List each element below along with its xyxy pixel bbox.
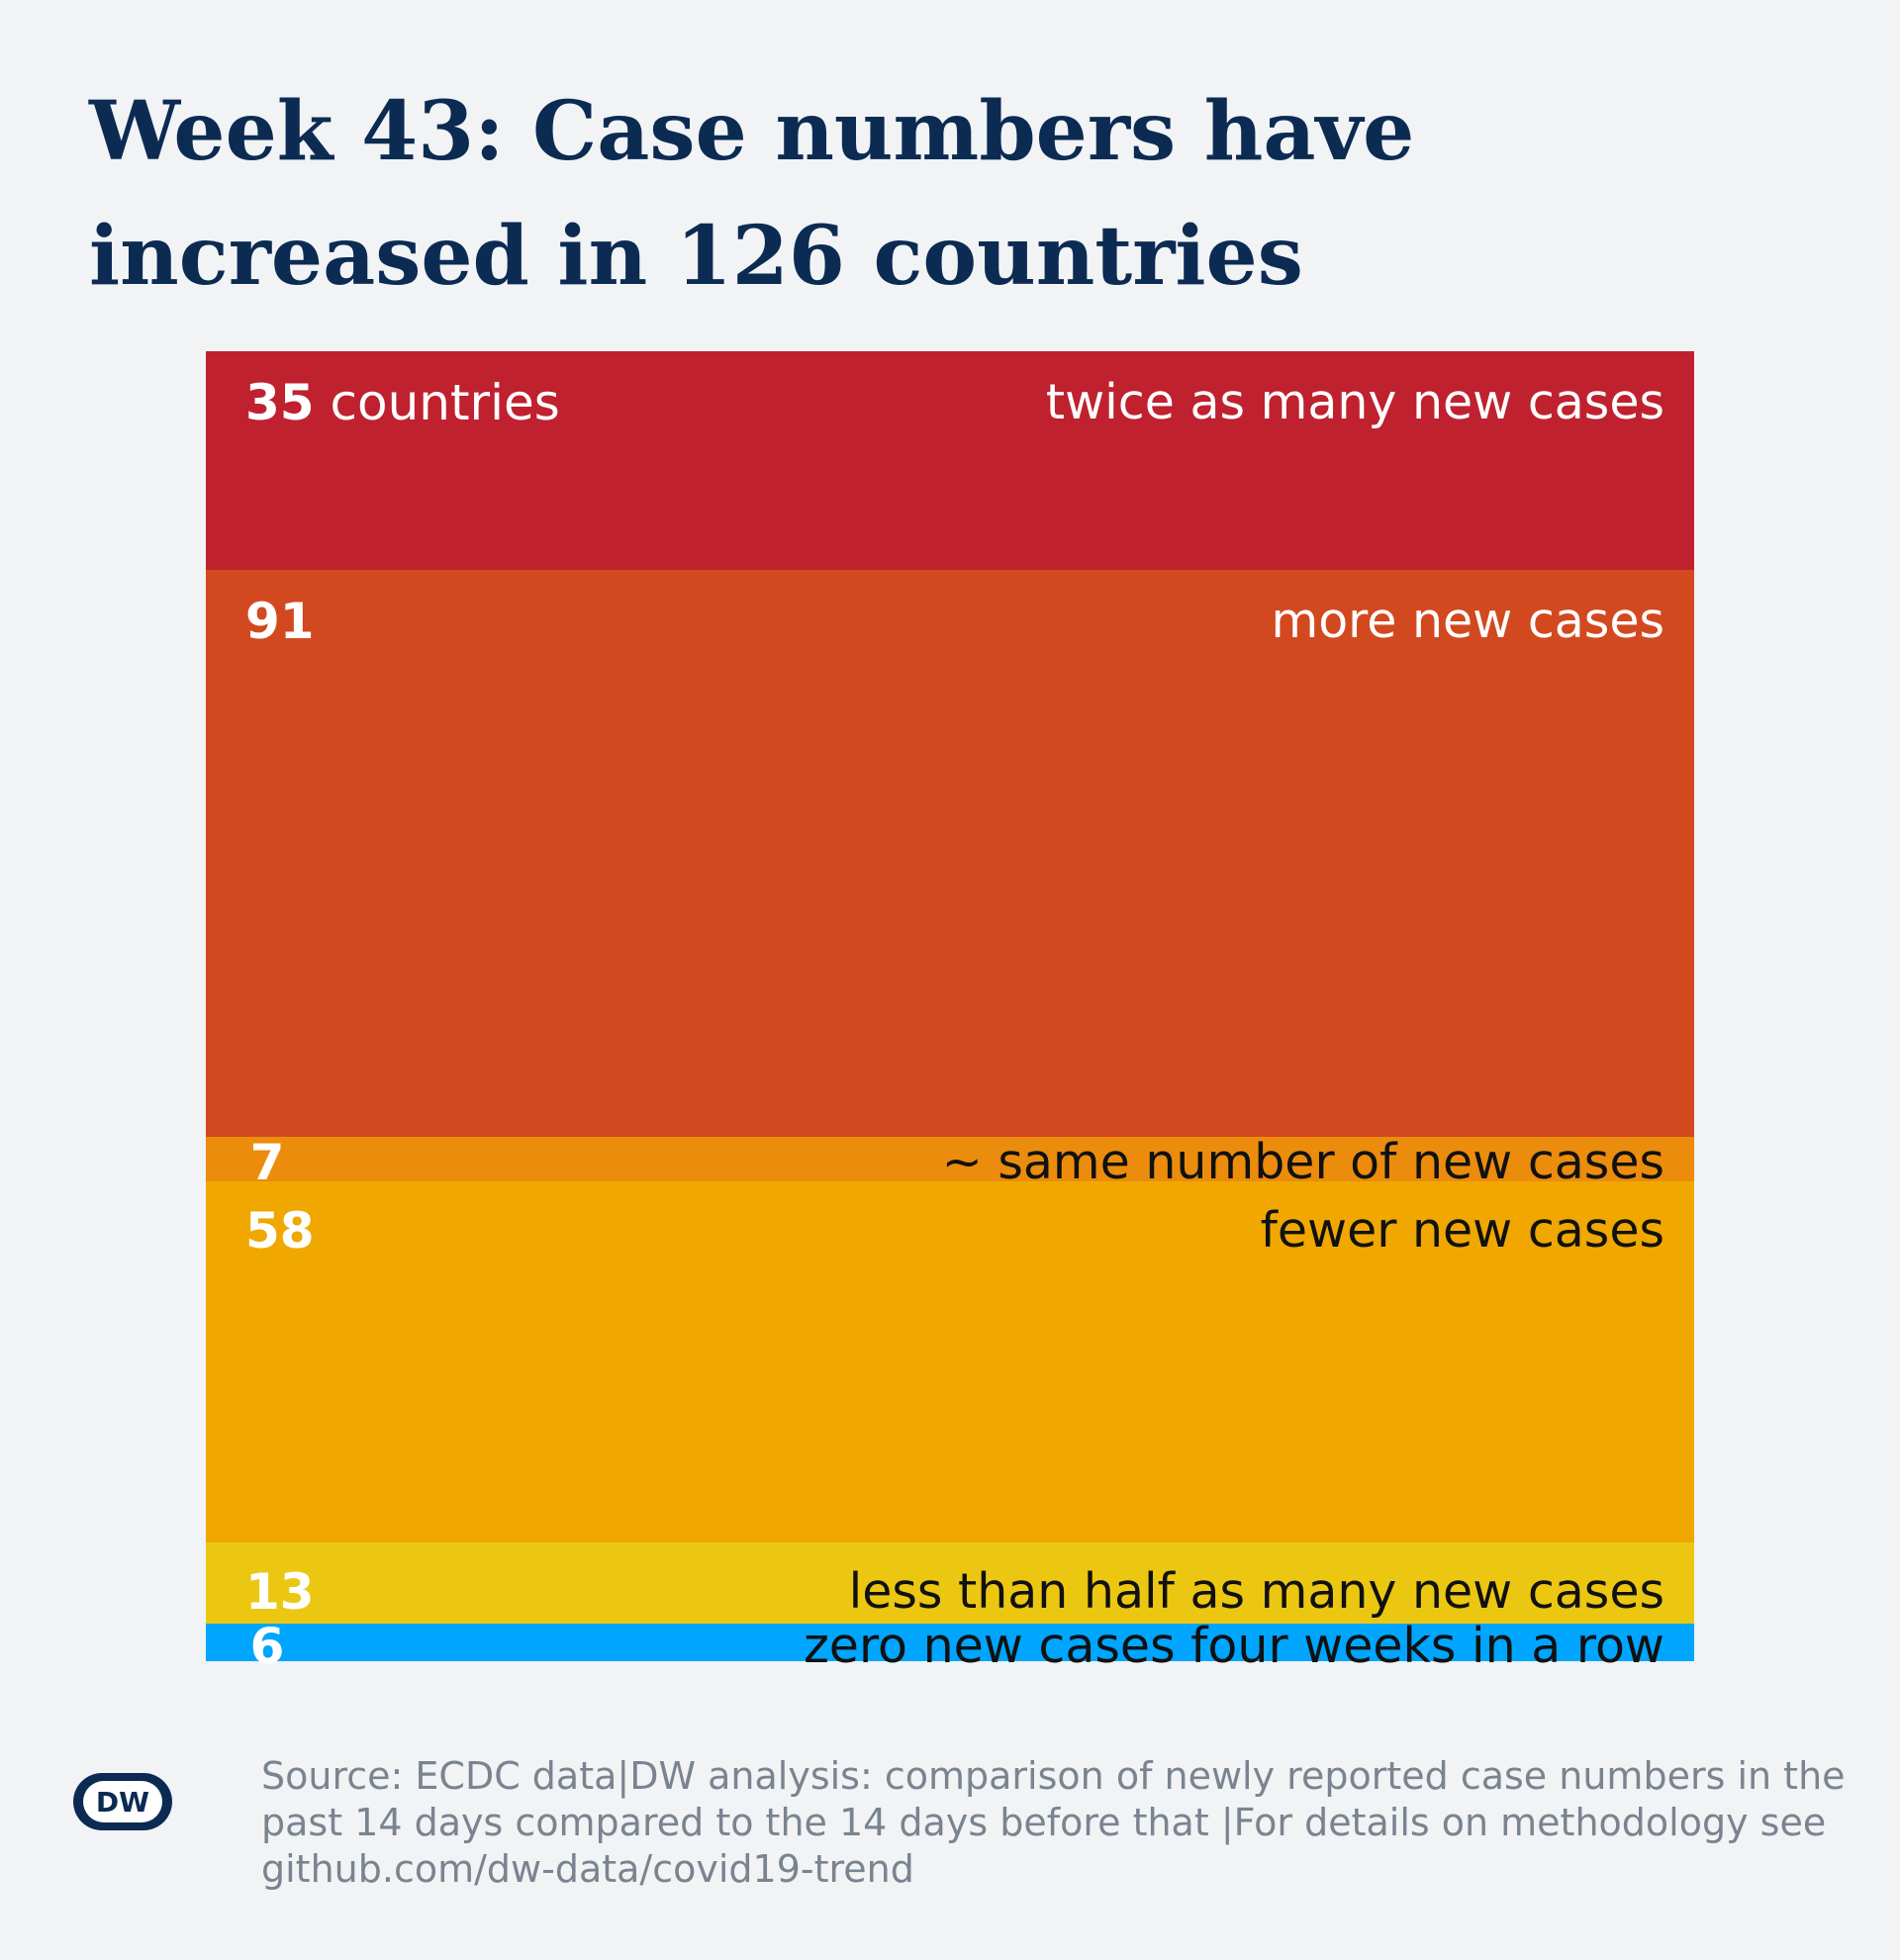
- segment-label: less than half as many new cases: [848, 1563, 1664, 1621]
- dw-logo: DW: [73, 1773, 172, 1830]
- bar-segment: 6 zero new cases four weeks in a row: [206, 1618, 1694, 1675]
- segment-count: 13: [245, 1562, 315, 1622]
- segment-count: 35 countries: [245, 373, 560, 432]
- segment-label: twice as many new cases: [1045, 374, 1664, 430]
- segment-label: more new cases: [1271, 592, 1664, 649]
- segment-count: 91: [245, 592, 315, 651]
- segment-value: 91: [245, 592, 315, 650]
- dw-logo-text: DW: [96, 1786, 149, 1819]
- segment-label: zero new cases four weeks in a row: [804, 1618, 1664, 1675]
- segment-value: 13: [245, 1563, 315, 1622]
- source-note: Source: ECDC data|DW analysis: compariso…: [261, 1754, 1846, 1891]
- segment-count: 6: [228, 1617, 307, 1676]
- bar-segment: 91 more new cases: [206, 569, 1694, 1138]
- stacked-bar-chart: 35 countries twice as many new cases 91 mor…: [206, 351, 1694, 1675]
- segment-unit: countries: [314, 374, 560, 431]
- chart-title: Week 43: Case numbers have increased in …: [89, 84, 1415, 304]
- segment-count: 58: [245, 1201, 315, 1260]
- segment-value: 6: [249, 1618, 285, 1676]
- segment-value: 35: [245, 374, 315, 431]
- bar-segment: 35 countries twice as many new cases: [206, 351, 1694, 570]
- segment-value: 58: [245, 1201, 315, 1260]
- bar-segment: 58 fewer new cases: [206, 1180, 1694, 1543]
- bar-segment: 13 less than half as many new cases: [206, 1542, 1694, 1625]
- segment-label: fewer new cases: [1260, 1201, 1664, 1259]
- bar-segment: 7 ~ same number of new cases: [206, 1134, 1694, 1191]
